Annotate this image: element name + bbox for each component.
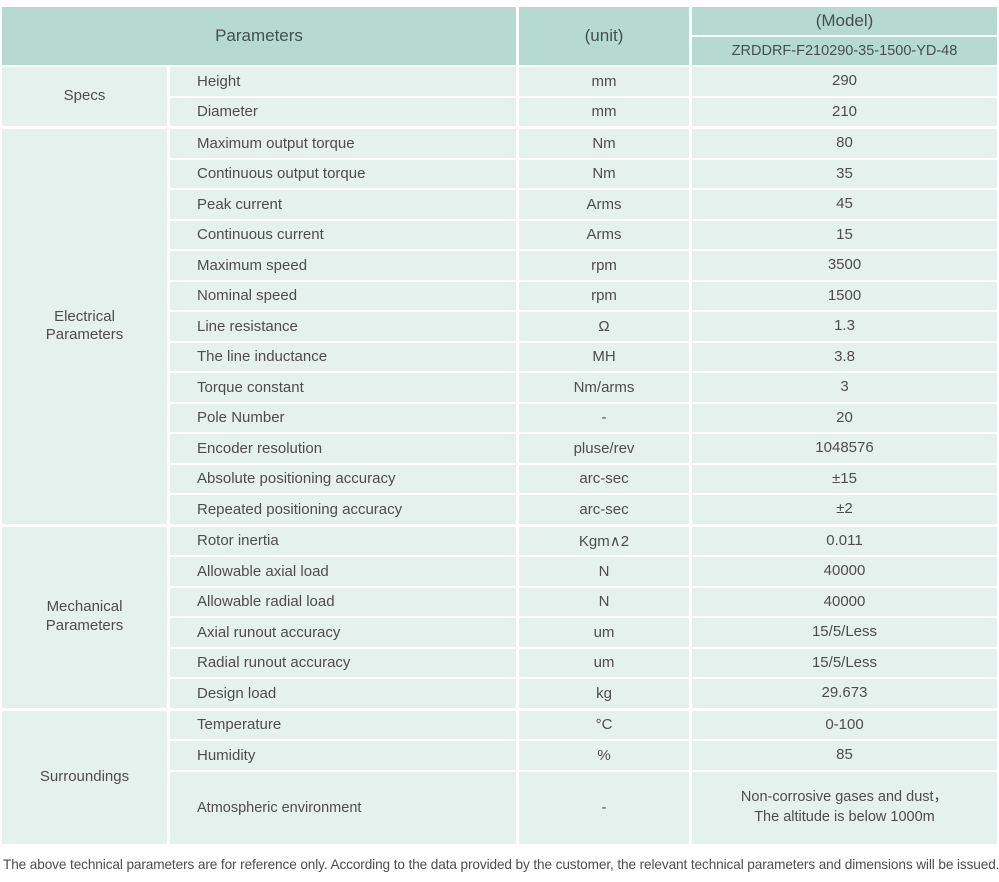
unit-cell: pluse/rev bbox=[519, 434, 689, 463]
unit-cell: MH bbox=[519, 342, 689, 371]
unit-cell: kg bbox=[519, 679, 689, 708]
section-specs: Specs Height mm 290 Diameter mm 210 bbox=[2, 67, 997, 126]
param-name-cell: Continuous current bbox=[170, 220, 516, 249]
unit-cell: rpm bbox=[519, 281, 689, 310]
section-label-mechanical-parameters: Mechanical Parameters bbox=[2, 526, 167, 708]
value-cell: 0.011 bbox=[692, 526, 997, 555]
unit-cell: rpm bbox=[519, 251, 689, 280]
param-name-cell: Allowable radial load bbox=[170, 587, 516, 616]
value-cell: 35 bbox=[692, 159, 997, 188]
section-surroundings: Surroundings Temperature °C 0-100 Humidity% 8… bbox=[2, 710, 997, 844]
param-name-cell: Encoder resolution bbox=[170, 434, 516, 463]
param-name-cell: Axial runout accuracy bbox=[170, 618, 516, 647]
section-label-surroundings: Surroundings bbox=[2, 710, 167, 844]
value-cell: 29.673 bbox=[692, 679, 997, 708]
unit-cell: - bbox=[519, 771, 689, 844]
unit-cell: N bbox=[519, 587, 689, 616]
value-cell: 85 bbox=[692, 741, 997, 770]
value-cell: 1048576 bbox=[692, 434, 997, 463]
section-mechanical-parameters: Mechanical Parameters Rotor inertia Kgm∧2 0… bbox=[2, 526, 997, 708]
unit-cell: Nm bbox=[519, 159, 689, 188]
value-cell: 3500 bbox=[692, 251, 997, 280]
value-cell: 15/5/Less bbox=[692, 618, 997, 647]
unit-cell: Arms bbox=[519, 190, 689, 219]
section-label-electrical-parameters: Electrical Parameters bbox=[2, 129, 167, 524]
param-name-cell: Torque constant bbox=[170, 373, 516, 402]
unit-cell: °C bbox=[519, 710, 689, 739]
unit-cell: arc-sec bbox=[519, 495, 689, 524]
value-cell: 20 bbox=[692, 403, 997, 432]
param-name-cell: Design load bbox=[170, 679, 516, 708]
value-cell: 15/5/Less bbox=[692, 648, 997, 677]
value-cell: 40000 bbox=[692, 587, 997, 616]
value-cell: 210 bbox=[692, 97, 997, 126]
value-cell: ±15 bbox=[692, 464, 997, 493]
value-cell: 80 bbox=[692, 129, 997, 158]
unit-cell: um bbox=[519, 618, 689, 647]
header-unit: (unit) bbox=[519, 7, 689, 65]
param-name-cell: Allowable axial load bbox=[170, 557, 516, 586]
value-cell: 45 bbox=[692, 190, 997, 219]
value-cell: 1500 bbox=[692, 281, 997, 310]
header-model: (Model) bbox=[692, 7, 997, 35]
value-cell: 0-100 bbox=[692, 710, 997, 739]
footnote: The above technical parameters are for r… bbox=[3, 856, 999, 872]
param-name-cell: The line inductance bbox=[170, 342, 516, 371]
param-name-cell: Maximum speed bbox=[170, 251, 516, 280]
unit-cell: N bbox=[519, 557, 689, 586]
unit-cell: um bbox=[519, 648, 689, 677]
param-name-cell: Height bbox=[170, 67, 516, 96]
param-name-cell: Line resistance bbox=[170, 312, 516, 341]
param-name-cell: Absolute positioning accuracy bbox=[170, 464, 516, 493]
param-name-cell: Temperature bbox=[170, 710, 516, 739]
header-parameters: Parameters bbox=[2, 7, 516, 65]
param-name-cell: Nominal speed bbox=[170, 281, 516, 310]
unit-cell: Nm/arms bbox=[519, 373, 689, 402]
spec-table: Parameters (unit) (Model) ZRDDRF-F210290… bbox=[2, 7, 997, 844]
param-name-cell: Diameter bbox=[170, 97, 516, 126]
param-name-cell: Radial runout accuracy bbox=[170, 648, 516, 677]
unit-cell: Ω bbox=[519, 312, 689, 341]
param-name-cell: Humidity bbox=[170, 741, 516, 770]
unit-cell: Nm bbox=[519, 129, 689, 158]
unit-cell: % bbox=[519, 741, 689, 770]
value-cell: Non-corrosive gases and dust， The altitu… bbox=[692, 771, 997, 844]
value-cell: 290 bbox=[692, 67, 997, 96]
header-model-number: ZRDDRF-F210290-35-1500-YD-48 bbox=[692, 37, 997, 65]
unit-cell: mm bbox=[519, 67, 689, 96]
param-name-cell: Continuous output torque bbox=[170, 159, 516, 188]
value-cell: 40000 bbox=[692, 557, 997, 586]
table-body: Specs Height mm 290 Diameter mm 210 Electrical … bbox=[2, 67, 997, 844]
value-cell: 3.8 bbox=[692, 342, 997, 371]
unit-cell: mm bbox=[519, 97, 689, 126]
unit-cell: - bbox=[519, 403, 689, 432]
param-name-cell: Pole Number bbox=[170, 403, 516, 432]
value-cell: 1.3 bbox=[692, 312, 997, 341]
unit-cell: Kgm∧2 bbox=[519, 526, 689, 555]
param-name-cell: Rotor inertia bbox=[170, 526, 516, 555]
value-cell: 3 bbox=[692, 373, 997, 402]
section-electrical-parameters: Electrical Parameters Maximum output torq… bbox=[2, 129, 997, 524]
unit-cell: arc-sec bbox=[519, 464, 689, 493]
param-name-cell: Peak current bbox=[170, 190, 516, 219]
value-cell: 15 bbox=[692, 220, 997, 249]
param-name-cell: Atmospheric environment bbox=[170, 771, 516, 844]
unit-cell: Arms bbox=[519, 220, 689, 249]
section-label-specs: Specs bbox=[2, 67, 167, 126]
param-name-cell: Repeated positioning accuracy bbox=[170, 495, 516, 524]
table-header: Parameters (unit) (Model) ZRDDRF-F210290… bbox=[2, 7, 997, 65]
param-name-cell: Maximum output torque bbox=[170, 129, 516, 158]
value-cell: ±2 bbox=[692, 495, 997, 524]
